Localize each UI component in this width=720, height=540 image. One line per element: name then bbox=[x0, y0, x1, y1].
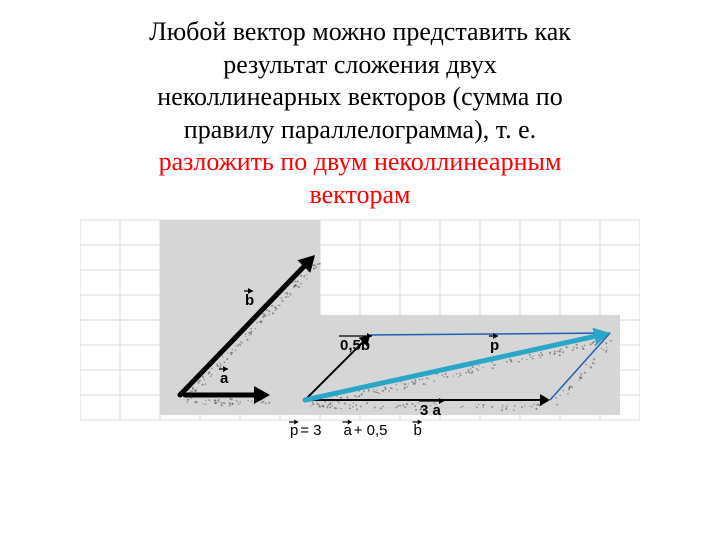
svg-text:a: a bbox=[220, 370, 229, 387]
svg-text:+ 0,5: + 0,5 bbox=[354, 422, 388, 439]
title-line-2: результат сложения двух bbox=[223, 50, 497, 79]
title-line-4: правилу параллелограмма), т. е. bbox=[184, 115, 536, 144]
slide: Любой вектор можно представить как резул… bbox=[0, 0, 720, 540]
svg-text:b: b bbox=[245, 292, 254, 309]
svg-text:a: a bbox=[344, 422, 353, 439]
svg-text:p: p bbox=[490, 337, 499, 354]
title-block: Любой вектор можно представить как резул… bbox=[40, 16, 680, 211]
svg-text:3 a: 3 a bbox=[420, 402, 442, 419]
title-line-3: неколлинеарных векторов (сумма по bbox=[157, 82, 562, 111]
svg-text:0,5b: 0,5b bbox=[340, 337, 370, 354]
vector-diagram: b a 0,5b p 3 a p = 3 a + 0,5 b bbox=[80, 215, 640, 475]
svg-text:= 3: = 3 bbox=[300, 422, 321, 439]
title-accent-1: разложить по двум неколлинеарным bbox=[159, 147, 562, 176]
svg-text:p: p bbox=[290, 422, 298, 439]
title-accent-2: векторам bbox=[310, 180, 411, 209]
title-line-1: Любой вектор можно представить как bbox=[149, 17, 571, 46]
figure-container: b a 0,5b p 3 a p = 3 a + 0,5 b bbox=[80, 215, 640, 475]
svg-text:b: b bbox=[414, 422, 422, 439]
